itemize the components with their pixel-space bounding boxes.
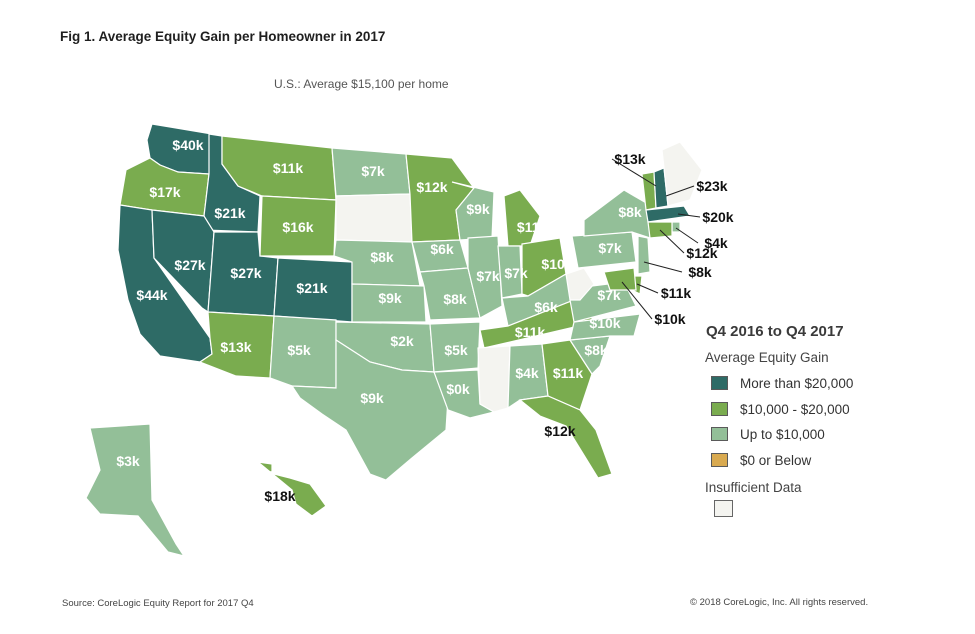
state-sd <box>335 193 413 243</box>
leader-line-de <box>636 283 659 294</box>
state-label-fl: $12k <box>544 423 575 439</box>
state-ar <box>429 321 481 373</box>
state-label-id: $21k <box>214 205 245 221</box>
legend-item-mid: $10,000 - $20,000 <box>711 400 850 418</box>
state-il <box>467 235 503 319</box>
legend-item-low: Up to $10,000 <box>711 425 825 443</box>
state-md <box>603 267 637 291</box>
state-label-il: $7k <box>476 268 500 284</box>
leader-line-nj <box>643 261 683 273</box>
state-label-la: $0k <box>446 381 470 397</box>
state-label-de: $11k <box>661 285 692 301</box>
state-tx <box>290 338 449 481</box>
legend-item-high: More than $20,000 <box>711 374 853 392</box>
state-label-ne: $8k <box>370 249 394 265</box>
state-nc <box>569 313 641 341</box>
legend-swatch-zero <box>711 453 728 467</box>
state-label-co: $21k <box>296 280 327 296</box>
state-label-ca: $44k <box>136 287 167 303</box>
state-label-nm: $5k <box>287 342 311 358</box>
legend-swatch-insufficient <box>714 500 733 517</box>
state-ks <box>351 283 427 323</box>
state-label-va: $7k <box>597 287 621 303</box>
state-label-az: $13k <box>220 339 251 355</box>
state-label-ma: $20k <box>702 209 733 225</box>
state-wi <box>451 181 495 241</box>
source-note: Source: CoreLogic Equity Report for 2017… <box>62 598 254 609</box>
state-ga <box>541 339 593 411</box>
state-hi <box>255 461 327 517</box>
state-label-al: $4k <box>515 365 539 381</box>
state-label-ut: $27k <box>230 265 261 281</box>
leader-line-nh <box>665 185 695 197</box>
legend-title: Q4 2016 to Q4 2017 <box>706 323 844 340</box>
state-label-pa: $7k <box>598 240 622 256</box>
legend-subtitle: Average Equity Gain <box>705 350 829 365</box>
state-label-ks: $9k <box>378 290 402 306</box>
state-label-ak: $3k <box>116 453 140 469</box>
state-label-ia: $6k <box>430 241 454 257</box>
legend-swatch-mid <box>711 402 728 416</box>
state-label-tn: $11k <box>515 324 546 340</box>
state-me <box>661 141 703 207</box>
state-label-oh: $10k <box>541 256 572 272</box>
state-label-ok: $2k <box>390 333 414 349</box>
state-label-nv: $27k <box>174 257 205 273</box>
state-label-md: $10k <box>654 311 685 327</box>
copyright-note: © 2018 CoreLogic, Inc. All rights reserv… <box>690 597 869 608</box>
leader-line-md <box>621 281 653 320</box>
state-label-in: $7k <box>504 265 528 281</box>
leader-line-ma <box>677 213 701 218</box>
state-label-wy: $16k <box>282 219 313 235</box>
state-label-mt: $11k <box>273 160 304 176</box>
state-wv <box>565 267 595 301</box>
leader-line-vt <box>611 158 657 187</box>
state-label-ri: $4k <box>704 235 728 251</box>
state-label-ny: $8k <box>618 204 642 220</box>
legend-swatch-high <box>711 376 728 390</box>
state-label-ct: $12k <box>686 245 717 261</box>
state-label-wi: $9k <box>466 201 490 217</box>
figure-title: Fig 1. Average Equity Gain per Homeowner… <box>60 29 386 44</box>
state-mo <box>419 267 481 321</box>
us-average-label: U.S.: Average $15,100 per home <box>274 77 449 91</box>
state-nj <box>637 235 651 275</box>
state-label-mi: $11k <box>517 219 548 235</box>
legend-item-zero: $0 or Below <box>711 451 811 469</box>
leader-line-ri <box>675 227 699 244</box>
state-label-nh: $23k <box>696 178 727 194</box>
state-label-ky: $6k <box>534 299 558 315</box>
legend-label-mid: $10,000 - $20,000 <box>740 401 850 417</box>
state-label-sc: $8k <box>584 342 608 358</box>
leader-line-ct <box>659 229 685 254</box>
state-label-wa: $40k <box>172 137 203 153</box>
state-ak <box>85 423 186 557</box>
state-label-ar: $5k <box>444 342 468 358</box>
legend-label-zero: $0 or Below <box>740 452 812 468</box>
legend-label-high: More than $20,000 <box>740 375 854 391</box>
state-label-nj: $8k <box>688 264 712 280</box>
state-label-ga: $11k <box>553 365 584 381</box>
state-label-vt: $13k <box>614 151 645 167</box>
state-label-tx: $9k <box>360 390 384 406</box>
legend-insufficient-label: Insufficient Data <box>705 480 802 495</box>
legend-label-low: Up to $10,000 <box>740 426 825 442</box>
legend-swatch-low <box>711 427 728 441</box>
state-label-mn: $12k <box>416 179 447 195</box>
state-label-nd: $7k <box>361 163 385 179</box>
state-fl <box>518 395 613 479</box>
state-label-mo: $8k <box>443 291 467 307</box>
state-label-nc: $10k <box>589 315 620 331</box>
state-label-hi: $18k <box>264 488 295 504</box>
state-label-or: $17k <box>149 184 180 200</box>
state-mi <box>503 189 541 247</box>
state-ms <box>477 345 511 413</box>
